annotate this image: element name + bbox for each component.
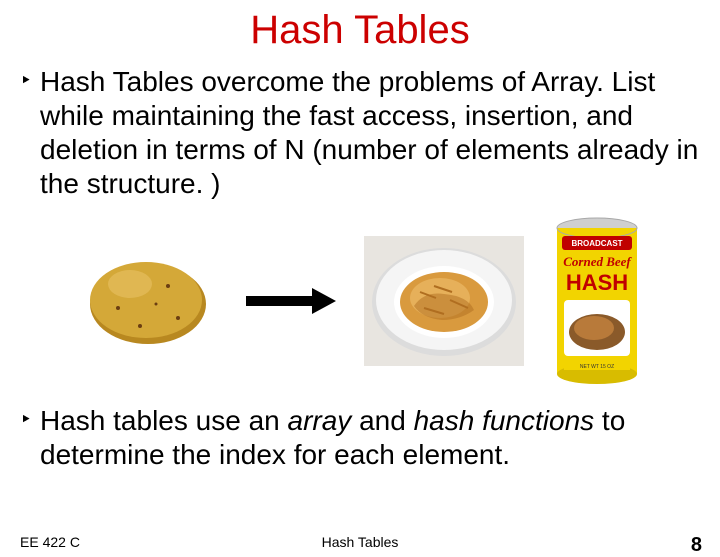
bullet-list-2: ‣ Hash tables use an array and hash func… [0,404,720,472]
arrow-icon [246,288,336,314]
images-row: BROADCAST Corned Beef HASH NET WT 15 OZ [0,210,720,404]
bullet-marker-icon: ‣ [20,408,34,432]
footer-center: Hash Tables [322,534,399,550]
hash-can-image: BROADCAST Corned Beef HASH NET WT 15 OZ [552,216,642,386]
slide-title: Hash Tables [0,0,720,65]
footer-left: EE 422 C [20,534,80,550]
can-line3-text: HASH [566,270,628,295]
potato-image [78,246,218,356]
bullet-text-part: Hash tables use an [40,405,288,436]
can-brand-text: BROADCAST [571,239,622,248]
bullet-item: ‣ Hash tables use an array and hash func… [20,404,700,472]
bullet-item: ‣ Hash Tables overcome the problems of A… [20,65,700,202]
page-number: 8 [691,534,702,557]
bullet-list: ‣ Hash Tables overcome the problems of A… [0,65,720,202]
bullet-text: Hash Tables overcome the problems of Arr… [40,65,700,202]
bullet-text: Hash tables use an array and hash functi… [40,404,700,472]
bullet-text-em: hash functions [414,405,595,436]
can-fineprint: NET WT 15 OZ [580,364,614,370]
bullet-marker-icon: ‣ [20,69,34,93]
can-line2-text: Corned Beef [563,254,632,269]
hashbrown-image [364,236,524,366]
bullet-text-part: and [351,405,413,436]
bullet-text-em: array [288,405,352,436]
